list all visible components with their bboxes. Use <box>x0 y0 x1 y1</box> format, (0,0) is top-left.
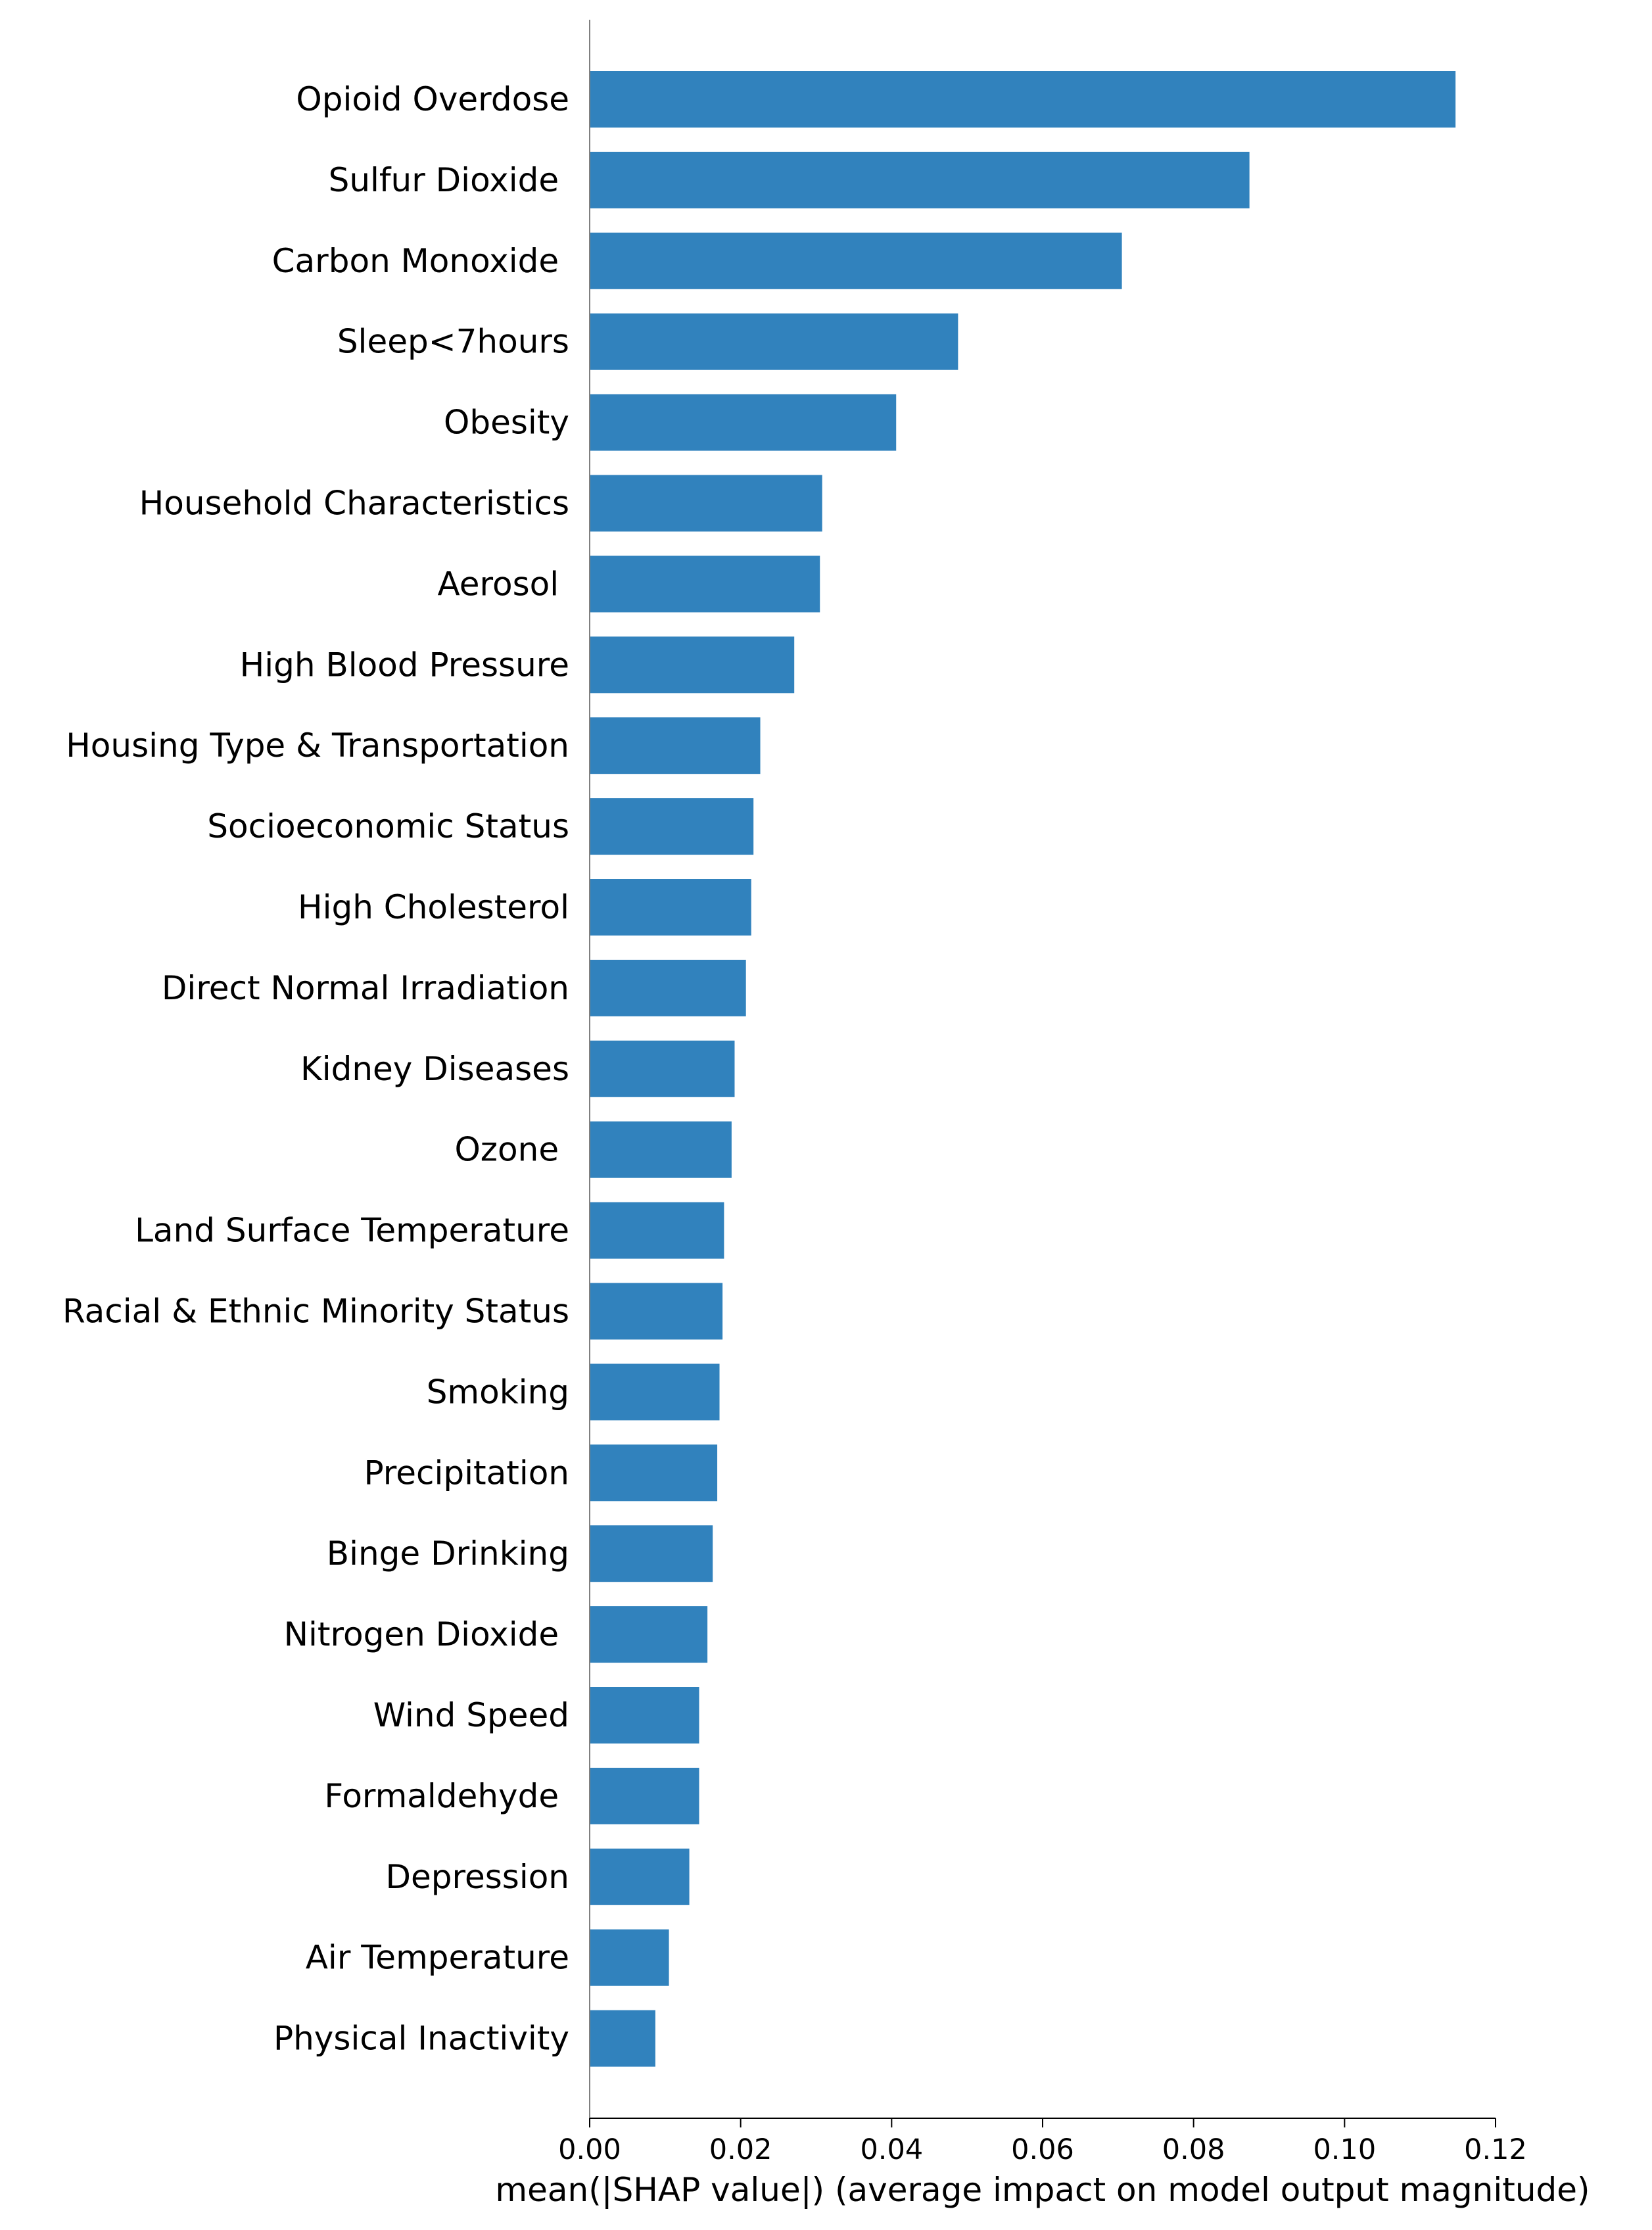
category-label: High Cholesterol <box>298 888 569 926</box>
bar <box>590 1364 720 1421</box>
category-label: Carbon Monoxide <box>272 242 569 280</box>
category-label: Land Surface Temperature <box>135 1212 569 1250</box>
bar <box>590 1525 713 1582</box>
category-label: Formaldehyde <box>324 1777 569 1815</box>
bar <box>590 1040 735 1097</box>
category-label: Socioeconomic Status <box>207 807 569 845</box>
category-label: Household Characteristics <box>139 485 569 523</box>
x-axis-ticks: 0.00 0.02 0.04 0.06 0.08 0.10 0.12 <box>558 2118 1527 2166</box>
category-label: Aerosol <box>437 565 569 603</box>
bar <box>590 959 746 1016</box>
x-tick-label: 0.08 <box>1162 2133 1225 2166</box>
bar <box>590 2010 655 2067</box>
category-label: Precipitation <box>364 1454 569 1492</box>
category-label: Sulfur Dioxide <box>329 161 569 199</box>
bar <box>590 636 795 694</box>
category-label: Kidney Diseases <box>300 1050 569 1088</box>
x-tick-label: 0.12 <box>1464 2133 1527 2166</box>
bar <box>590 1929 669 1986</box>
category-label: High Blood Pressure <box>240 646 569 684</box>
bar <box>590 1121 732 1178</box>
x-tick-label: 0.00 <box>558 2133 621 2166</box>
x-tick-label: 0.04 <box>860 2133 923 2166</box>
category-label: Depression <box>386 1858 570 1896</box>
bar <box>590 556 820 613</box>
category-label: Racial & Ethnic Minority Status <box>62 1293 569 1331</box>
bar <box>590 232 1122 289</box>
category-label: Housing Type & Transportation <box>66 726 569 765</box>
bar <box>590 475 822 532</box>
x-tick-label: 0.10 <box>1313 2133 1376 2166</box>
category-label: Wind Speed <box>373 1696 569 1734</box>
bar <box>590 1606 708 1663</box>
bar <box>590 394 897 451</box>
bar <box>590 717 761 774</box>
bar <box>590 151 1250 208</box>
bar <box>590 1283 723 1340</box>
bar <box>590 1202 724 1259</box>
category-label: Ozone <box>454 1131 569 1169</box>
x-tick-label: 0.02 <box>709 2133 772 2166</box>
bar <box>590 879 751 936</box>
bar <box>590 1848 690 1905</box>
bar <box>590 1767 699 1824</box>
bar <box>590 71 1456 128</box>
category-label: Opioid Overdose <box>296 80 569 118</box>
bar <box>590 798 754 855</box>
category-label: Nitrogen Dioxide <box>284 1615 569 1653</box>
category-label: Air Temperature <box>306 1939 569 1977</box>
bar <box>590 313 958 370</box>
category-label: Obesity <box>444 404 569 442</box>
category-label: Sleep<7hours <box>337 323 569 361</box>
category-label: Direct Normal Irradiation <box>162 969 569 1007</box>
bars-layer <box>590 71 1456 2067</box>
category-labels: Opioid Overdose Sulfur Dioxide Carbon Mon… <box>62 80 569 2058</box>
x-tick-label: 0.06 <box>1011 2133 1074 2166</box>
category-label: Smoking <box>427 1373 569 1411</box>
x-axis-title: mean(|SHAP value|) (average impact on mo… <box>495 2171 1590 2209</box>
category-label: Physical Inactivity <box>273 2020 569 2058</box>
category-label: Binge Drinking <box>327 1534 569 1573</box>
bar <box>590 1687 699 1744</box>
bar <box>590 1444 718 1502</box>
